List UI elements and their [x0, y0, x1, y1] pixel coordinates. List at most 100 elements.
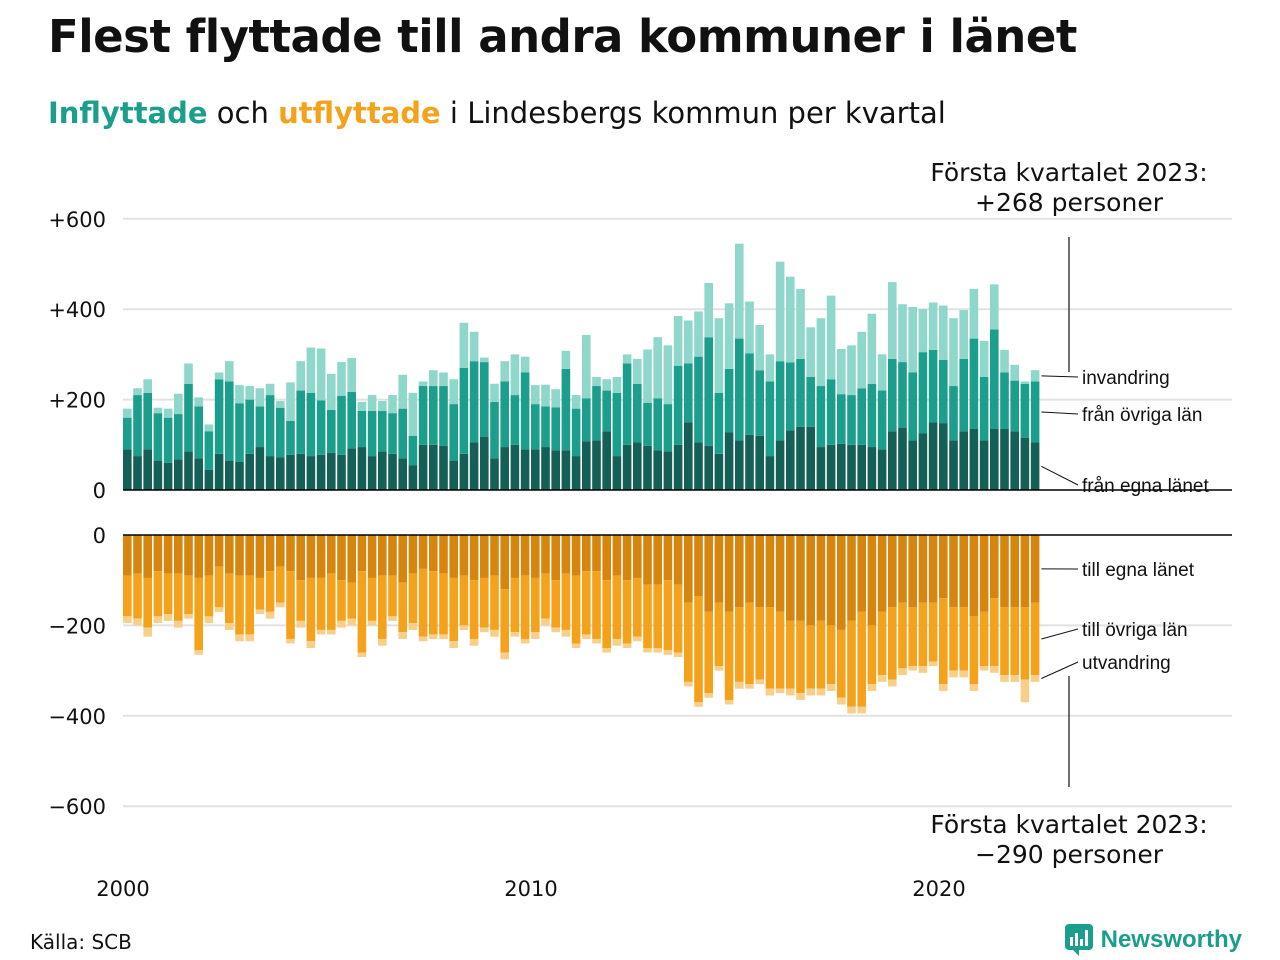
bar-in-fran-egna-lanet [480, 436, 489, 490]
bar-out-utvandring [184, 614, 193, 619]
bar-in-fran-egna-lanet [949, 440, 958, 490]
bar-out-till-egna-lanet [714, 535, 724, 603]
bar-in-invandring [775, 261, 785, 362]
bar-in-invandring [143, 379, 152, 393]
bar-in-invandring [765, 354, 775, 382]
bar-in-invandring [653, 337, 662, 399]
bar-out-utvandring [316, 629, 326, 635]
bar-out-utvandring [408, 623, 418, 630]
bar-out-till-egna-lanet [123, 535, 132, 576]
bar-in-fran-egna-lanet [174, 459, 183, 490]
bar-in-invandring [184, 363, 193, 384]
bar-in-fran-egna-lanet [225, 460, 234, 490]
bar-in-invandring [1020, 381, 1030, 384]
bar-in-fran-egna-lanet [123, 449, 132, 490]
bar-in-fran-egna-lanet [714, 453, 724, 490]
bar-out-till-ovriga-lan [663, 580, 673, 651]
bar-out-till-egna-lanet [153, 535, 163, 572]
annotation-top-line: Första kvartalet 2023: [930, 158, 1207, 187]
bar-out-till-egna-lanet [592, 535, 601, 572]
bar-in-fran-egna-lanet [612, 456, 622, 490]
axes: +600 +400 +200 0 0 −200 −400 −600 2000 2010 2020 [48, 208, 1232, 901]
bar-out-utvandring [826, 684, 836, 691]
subtitle: Inflyttade och utflyttade i Lindesbergs … [48, 96, 946, 130]
bar-in-fran-egna-lanet [847, 444, 856, 490]
bar-out-till-egna-lanet [816, 535, 826, 621]
bar-out-till-ovriga-lan [612, 575, 622, 639]
bar-in-invandring [949, 318, 958, 387]
bar-out-till-ovriga-lan [408, 573, 418, 624]
bar-in-invandring [612, 377, 622, 393]
bar-in-invandring [684, 320, 693, 364]
bar-out-utvandring [622, 643, 632, 648]
bar-out-utvandring [449, 641, 458, 648]
bar-out-till-egna-lanet [337, 535, 346, 581]
bar-out-till-egna-lanet [459, 535, 469, 576]
bar-in-invandring [592, 377, 601, 387]
bar-out-utvandring [918, 666, 928, 673]
bar-in-fran-egna-lanet [357, 447, 367, 490]
bar-in-invandring [979, 340, 989, 377]
bar-in-invandring [541, 384, 550, 407]
bar-out-till-egna-lanet [898, 535, 907, 603]
bar-in-fran-egna-lanet [429, 444, 438, 490]
bar-in-fran-ovriga-lan [316, 400, 326, 455]
bar-in-fran-egna-lanet [1020, 438, 1030, 490]
label-leader-in [1041, 465, 1079, 486]
bar-out-till-ovriga-lan [969, 616, 979, 685]
bar-out-till-ovriga-lan [235, 575, 244, 635]
bar-out-till-ovriga-lan [214, 566, 224, 608]
bar-out-till-ovriga-lan [745, 602, 754, 685]
bar-in-fran-ovriga-lan [490, 401, 499, 459]
bar-out-utvandring [265, 611, 275, 619]
bar-in-invandring [694, 311, 703, 357]
bar-out-till-ovriga-lan [510, 577, 520, 633]
bar-out-till-egna-lanet [755, 535, 764, 608]
bar-out-utvandring [439, 634, 448, 639]
bar-out-till-egna-lanet [979, 535, 989, 612]
bar-in-invandring [990, 284, 999, 330]
bar-in-fran-egna-lanet [735, 440, 744, 490]
bar-in-fran-ovriga-lan [571, 408, 581, 457]
bar-out-utvandring [745, 684, 754, 689]
bar-out-till-ovriga-lan [684, 602, 693, 682]
bar-in-fran-ovriga-lan [541, 406, 550, 448]
bar-out-utvandring [378, 638, 387, 646]
bar-in-fran-egna-lanet [806, 426, 815, 490]
bar-out-utvandring [877, 675, 887, 682]
bar-in-invandring [816, 318, 826, 387]
bar-in-fran-ovriga-lan [235, 403, 244, 462]
bar-in-invandring [786, 276, 795, 363]
bar-in-fran-ovriga-lan [276, 407, 285, 458]
bar-out-utvandring [898, 668, 907, 676]
bar-out-utvandring [571, 643, 581, 648]
bar-in-fran-ovriga-lan [531, 404, 540, 450]
bar-out-till-ovriga-lan [867, 625, 877, 685]
bar-in-fran-ovriga-lan [877, 390, 887, 450]
bar-out-till-ovriga-lan [602, 580, 611, 648]
bar-in-invandring [153, 407, 163, 414]
bar-in-fran-egna-lanet [898, 427, 907, 490]
bar-in-fran-ovriga-lan [337, 395, 346, 455]
bar-in-fran-egna-lanet [928, 422, 938, 490]
bar-out-utvandring [1030, 675, 1040, 682]
bar-out-till-ovriga-lan [255, 577, 265, 610]
bar-in-fran-ovriga-lan [633, 383, 642, 443]
bar-in-fran-ovriga-lan [469, 361, 479, 443]
page-title: Flest flyttade till andra kommuner i län… [48, 10, 1077, 63]
bar-in-invandring [673, 315, 683, 366]
bar-in-fran-egna-lanet [663, 451, 673, 490]
bar-out-till-egna-lanet [276, 535, 285, 567]
bar-out-utvandring [306, 641, 316, 648]
bar-in-fran-ovriga-lan [643, 402, 652, 446]
bar-out-till-egna-lanet [490, 535, 499, 576]
bar-in-invandring [408, 392, 418, 436]
bar-in-invandring [735, 243, 744, 339]
bar-out-till-ovriga-lan [888, 607, 897, 680]
bar-in-invandring [806, 327, 815, 377]
bar-in-fran-ovriga-lan [225, 381, 234, 461]
x-tick-label: 2010 [504, 877, 557, 901]
bar-out-till-egna-lanet [510, 535, 520, 578]
bar-out-till-ovriga-lan [571, 575, 581, 644]
bar-in-fran-egna-lanet [786, 430, 795, 490]
